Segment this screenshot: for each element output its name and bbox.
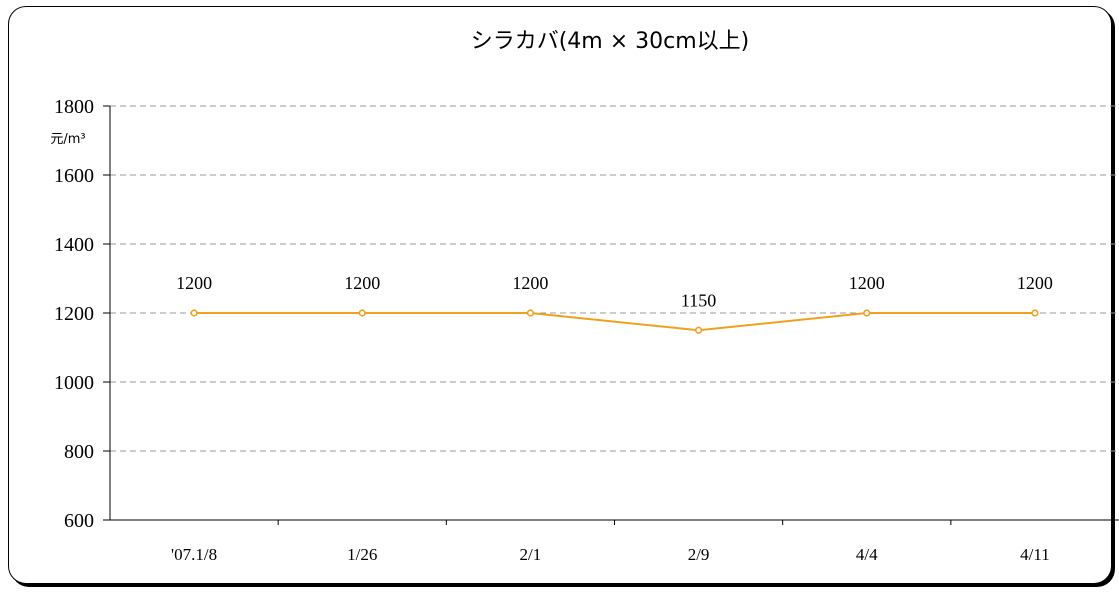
data-label: 1200 xyxy=(176,273,212,293)
x-tick-label: 2/9 xyxy=(688,545,710,564)
x-tick-label: '07.1/8 xyxy=(171,545,217,564)
data-point xyxy=(358,309,366,317)
labels: 600 800 1000 1200 1400 1600 1800 '07.1/8 1/26 2/1… xyxy=(54,96,1053,564)
chart-title: シラカバ(4m × 30cm以上) xyxy=(471,29,750,54)
data-point xyxy=(1031,309,1039,317)
y-tick-label: 1600 xyxy=(54,165,94,187)
grid-lines xyxy=(110,105,1119,452)
y-tick-label: 1400 xyxy=(54,234,94,256)
x-tick-label: 2/1 xyxy=(520,545,542,564)
y-tick-label: 1000 xyxy=(54,372,94,394)
axes xyxy=(103,105,1119,525)
series-line-path xyxy=(194,312,1035,332)
x-tick-label: 4/4 xyxy=(856,545,878,564)
data-label: 1200 xyxy=(512,273,548,293)
y-tick-label: 1800 xyxy=(54,96,94,118)
x-tick-label: 4/11 xyxy=(1020,545,1050,564)
x-tick-label: 1/26 xyxy=(347,545,377,564)
data-label: 1150 xyxy=(681,290,716,310)
data-label: 1200 xyxy=(1017,273,1053,293)
y-axis-unit: 元/m³ xyxy=(50,132,85,147)
data-point xyxy=(863,309,871,317)
data-point xyxy=(694,326,703,334)
data-label: 1200 xyxy=(849,273,885,293)
y-tick-label: 800 xyxy=(64,441,94,463)
data-label: 1200 xyxy=(344,273,380,293)
data-point xyxy=(190,309,198,317)
y-tick-label: 1200 xyxy=(54,303,94,325)
series-line xyxy=(190,309,1039,334)
y-tick-label: 600 xyxy=(64,510,94,532)
data-point xyxy=(526,309,535,317)
chart-frame xyxy=(8,6,1112,584)
